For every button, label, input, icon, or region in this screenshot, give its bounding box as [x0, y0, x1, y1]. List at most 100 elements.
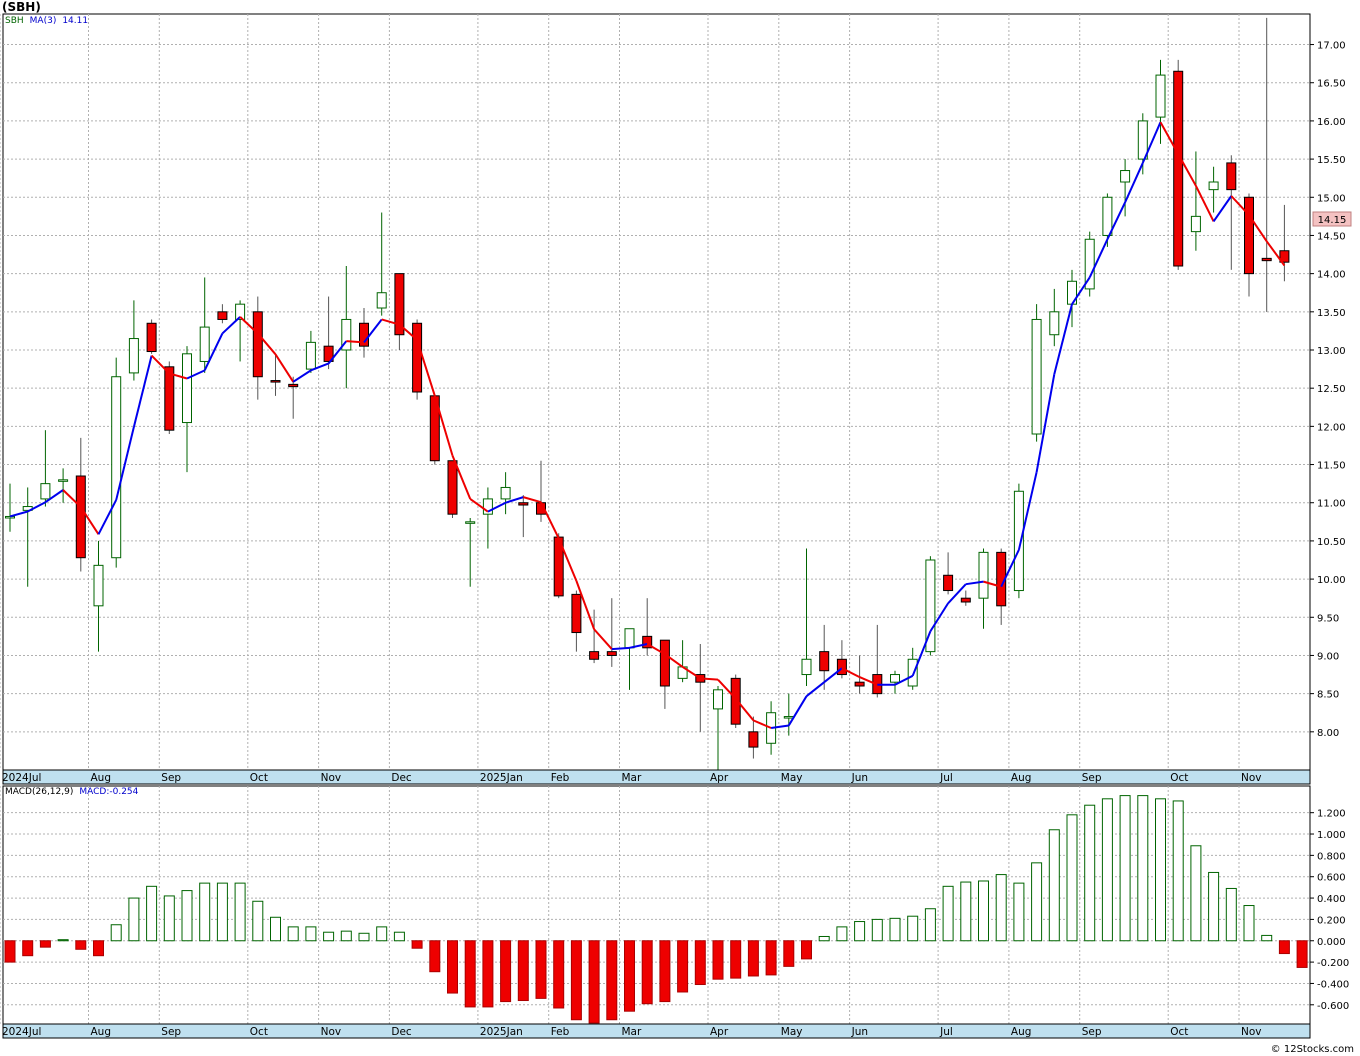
- price-candles: [5, 17, 1290, 770]
- ma-segment: [115, 426, 135, 501]
- macd-bar: [836, 926, 848, 942]
- candle-body: [394, 273, 405, 336]
- ma-segment: [983, 580, 1002, 588]
- candle-body: [58, 479, 69, 482]
- macd-bar: [694, 940, 706, 986]
- ma-segment: [327, 340, 348, 365]
- macd-bar: [22, 940, 34, 957]
- candle-body: [836, 658, 847, 676]
- candle-body: [93, 564, 104, 607]
- macd-bar: [340, 930, 352, 942]
- candle-body: [270, 380, 281, 383]
- date-axis-label: Sep: [161, 772, 181, 784]
- macd-bar: [1101, 798, 1113, 942]
- macd-bar: [411, 940, 423, 949]
- candle-body: [730, 677, 741, 725]
- price-tick-label: 9.00: [1317, 651, 1339, 662]
- ma-segment: [346, 340, 365, 344]
- macd-bar: [500, 940, 512, 1003]
- price-tick-label: 13.50: [1317, 308, 1346, 319]
- ma-segment: [540, 501, 560, 539]
- date-axis-label: Jul: [939, 772, 953, 784]
- price-tick-label: 15.00: [1317, 193, 1346, 204]
- candle-body: [1049, 311, 1060, 336]
- ma-segment: [310, 362, 329, 372]
- candle-body: [1031, 318, 1042, 435]
- ma-segment: [239, 316, 259, 335]
- macd-bar: [323, 931, 335, 942]
- macd-bar: [376, 926, 388, 942]
- date-axis-label: Dec: [391, 772, 412, 784]
- ma-segment: [629, 643, 648, 649]
- date-axis-label: Mar: [622, 1026, 642, 1038]
- ma-segment: [487, 501, 507, 513]
- macd-plot-area: [2, 785, 1311, 1025]
- price-tick-label: 8.00: [1317, 728, 1339, 739]
- candle-body: [1208, 181, 1219, 191]
- candle-body: [571, 593, 582, 634]
- candle-body: [305, 341, 316, 370]
- candle-body: [978, 551, 989, 599]
- ma-segment: [79, 506, 100, 535]
- candle-body: [323, 345, 334, 362]
- price-tick-label: 11.00: [1317, 499, 1346, 510]
- date-axis-label: Oct: [250, 772, 268, 784]
- macd-bar: [801, 940, 812, 960]
- macd-bar: [889, 917, 901, 942]
- ma-segment: [292, 369, 312, 383]
- ma-segment: [859, 676, 878, 686]
- macd-bar: [75, 940, 87, 950]
- price-tick-label: 14.00: [1317, 270, 1346, 281]
- candle-body: [1173, 70, 1184, 267]
- ma-segment: [557, 537, 578, 582]
- ma-segment: [433, 395, 454, 456]
- date-axis-label: Feb: [551, 772, 570, 784]
- ma-segment: [717, 678, 737, 700]
- macd-bar: [199, 882, 211, 942]
- candle-body: [1261, 257, 1272, 262]
- macd-bar: [942, 885, 954, 942]
- date-axis-upper: 2024Jul Aug Sep Oct Nov Dec 2025Jan Feb Mar Apr Ma…: [2, 769, 1311, 785]
- macd-value: MACD:-0.254: [79, 787, 139, 797]
- date-axis-label: 2024Jul: [2, 772, 41, 784]
- macd-bar: [1084, 804, 1096, 942]
- candle-body: [1190, 215, 1201, 233]
- ma-segment: [169, 372, 188, 380]
- candle-body: [801, 658, 812, 676]
- site-credit: © 12Stocks.com: [1270, 1044, 1354, 1055]
- macd-bar: [482, 940, 494, 1008]
- macd-bar: [447, 940, 458, 994]
- candle-body: [854, 681, 865, 687]
- macd-bar: [1137, 795, 1149, 942]
- macd-bar: [677, 940, 689, 993]
- ma-segment: [841, 667, 861, 678]
- macd-bar: [1261, 934, 1273, 942]
- macd-tick-label: 0.800: [1317, 851, 1346, 862]
- candle-body: [1013, 490, 1024, 592]
- price-tick-label: 14.50: [1317, 231, 1346, 242]
- candle-body: [182, 353, 192, 424]
- macd-bar: [163, 895, 175, 942]
- date-axis-label: Apr: [710, 772, 729, 784]
- legend-ma-label: MA(3): [29, 16, 57, 26]
- date-axis-band: [2, 769, 1311, 785]
- ma-segment: [593, 628, 613, 650]
- ma-segment: [27, 501, 46, 513]
- candle-body: [164, 366, 175, 431]
- date-axis-label: Jul: [939, 1026, 953, 1038]
- price-tick-label: 16.00: [1317, 117, 1346, 128]
- macd-tick-label: 1.200: [1317, 809, 1346, 820]
- candle-body: [659, 639, 670, 687]
- ma-segment: [62, 489, 82, 508]
- price-plot-area: [2, 13, 1311, 771]
- price-panel: 8.00 8.50 9.00 9.50 10.00 10.50 11.00 11.50 12.0…: [0, 13, 1346, 771]
- candle-body: [960, 597, 971, 603]
- macd-bar: [1119, 795, 1131, 942]
- date-axis-label: Oct: [1170, 1026, 1188, 1038]
- candle-body: [642, 635, 653, 649]
- ma-segment: [132, 355, 153, 428]
- candle-body: [500, 486, 511, 500]
- candle-body: [1120, 170, 1131, 183]
- ma-segment: [363, 318, 383, 343]
